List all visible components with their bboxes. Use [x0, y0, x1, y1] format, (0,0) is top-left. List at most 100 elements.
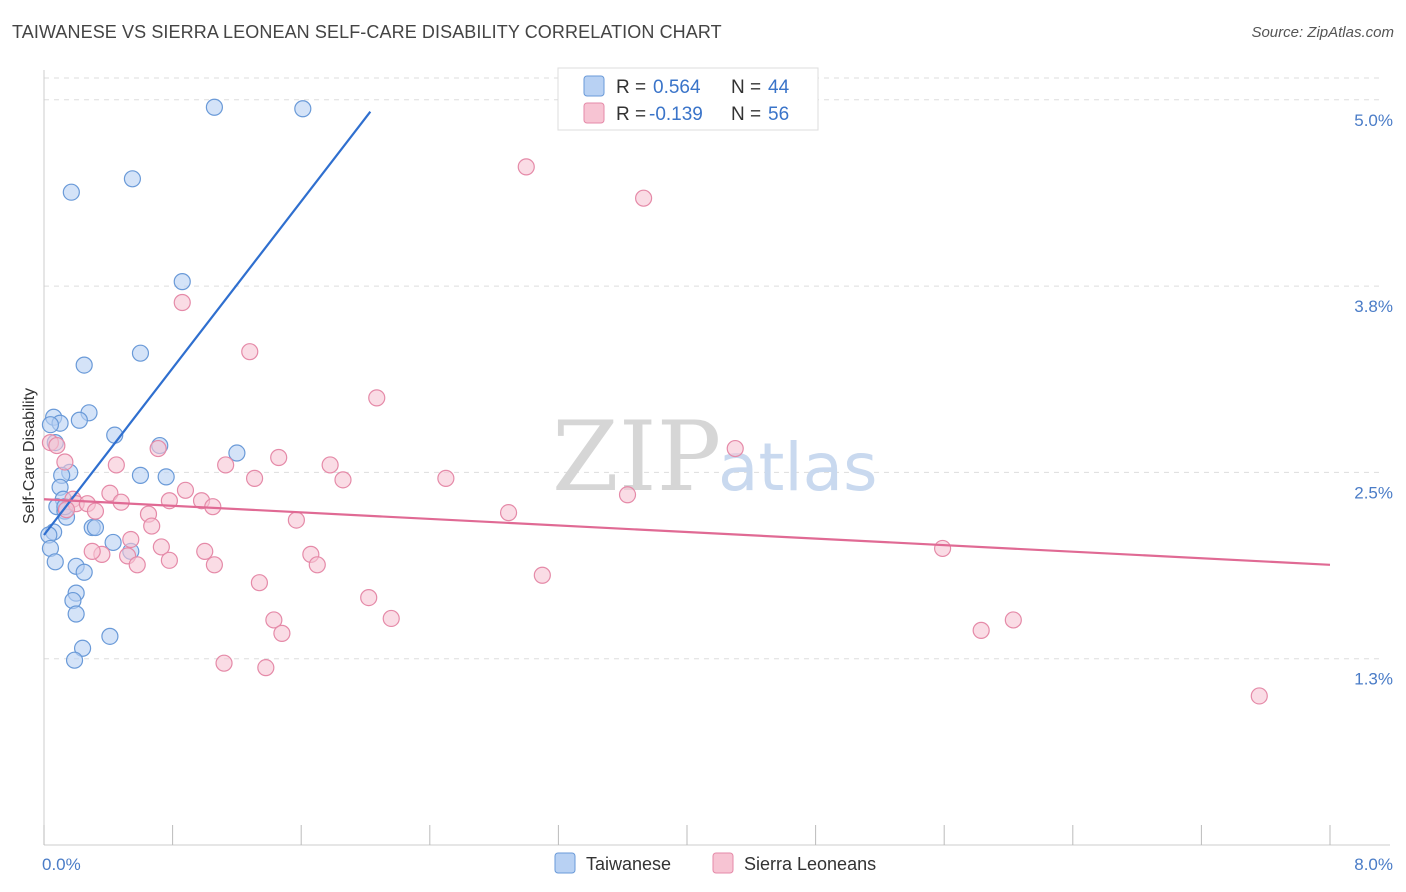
- point-sierra-leonean-32: [143, 517, 161, 535]
- point-taiwanese-18: [131, 466, 150, 484]
- point-sierra-leonean-31: [287, 511, 305, 529]
- point-sierra-leonean-51: [972, 621, 990, 639]
- trend-lines: [43, 111, 1331, 566]
- point-taiwanese-39: [73, 639, 92, 657]
- point-sierra-leonean-6: [48, 436, 66, 455]
- point-sierra-leonean-49: [1004, 611, 1022, 629]
- legend-swatch-taiwanese: [583, 75, 605, 97]
- point-sierra-leonean-2: [173, 293, 191, 312]
- point-taiwanese-38: [101, 627, 119, 645]
- point-sierra-leonean-27: [57, 501, 76, 519]
- tick-labels: 1.3% 2.5% 3.8% 5.0% 0.0% 8.0%: [42, 111, 1393, 874]
- point-sierra-leonean-3: [241, 343, 259, 361]
- point-sierra-leonean-33: [122, 530, 140, 549]
- legend-n-label-1: N =: [731, 77, 761, 98]
- point-sierra-leonean-9: [270, 448, 288, 467]
- point-taiwanese-4: [173, 273, 191, 291]
- point-sierra-leonean-53: [257, 659, 275, 677]
- point-sierra-leonean-50: [273, 624, 291, 642]
- series-legend-swatch-sierra-leoneans: [712, 852, 734, 874]
- point-sierra-leonean-46: [360, 588, 378, 607]
- point-sierra-leonean-42: [128, 556, 146, 574]
- data-points: [40, 98, 1268, 705]
- point-sierra-leonean-55: [83, 542, 101, 560]
- point-taiwanese-37: [67, 605, 85, 623]
- point-sierra-leonean-54: [1250, 687, 1268, 705]
- point-sierra-leonean-10: [56, 453, 74, 471]
- y-axis-label: Self-Care Disability: [21, 388, 38, 524]
- y-tick-label-2: 3.8%: [1354, 297, 1393, 316]
- point-sierra-leonean-19: [618, 486, 637, 504]
- point-taiwanese-40: [65, 651, 84, 669]
- point-taiwanese-9: [70, 411, 88, 429]
- point-sierra-leonean-28: [86, 502, 105, 520]
- point-sierra-leonean-12: [217, 456, 235, 474]
- legend-n-value-2: 56: [768, 104, 789, 125]
- point-sierra-leonean-34: [152, 538, 170, 556]
- point-taiwanese-0: [205, 98, 223, 116]
- point-sierra-leonean-8: [726, 439, 744, 458]
- watermark: ZIP atlas: [552, 401, 878, 513]
- x-tick-label-1: 8.0%: [1354, 855, 1393, 874]
- legend-r-value-2: -0.139: [649, 104, 703, 125]
- point-taiwanese-3: [62, 183, 80, 201]
- point-sierra-leonean-40: [160, 551, 178, 569]
- series-legend-swatch-taiwanese: [554, 852, 576, 874]
- point-sierra-leonean-7: [149, 439, 167, 458]
- chart-source: Source: ZipAtlas.com: [1251, 24, 1394, 41]
- point-taiwanese-5: [131, 344, 150, 362]
- y-tick-label-1: 2.5%: [1354, 483, 1393, 502]
- point-taiwanese-32: [46, 553, 64, 571]
- grid-lines: [44, 77, 1380, 660]
- point-sierra-leonean-48: [265, 611, 283, 629]
- axes: [43, 70, 1390, 846]
- point-sierra-leonean-36: [933, 539, 952, 558]
- point-sierra-leonean-52: [215, 654, 233, 672]
- legend-n-label-2: N =: [731, 104, 761, 125]
- point-sierra-leonean-15: [334, 471, 352, 489]
- point-sierra-leonean-4: [368, 389, 386, 407]
- point-sierra-leonean-35: [196, 542, 214, 560]
- point-taiwanese-29: [104, 533, 122, 552]
- series-legend-taiwanese: Taiwanese: [586, 854, 671, 874]
- point-taiwanese-2: [123, 170, 142, 188]
- point-taiwanese-15: [228, 444, 246, 462]
- trend-line-taiwanese: [43, 111, 372, 536]
- legend-r-label-2: R =: [616, 104, 646, 125]
- legend-n-value-1: 44: [768, 77, 790, 98]
- trend-line-sierra-leoneans: [43, 498, 1331, 566]
- legend-r-value-1: 0.564: [653, 77, 701, 98]
- point-sierra-leonean-18: [101, 484, 119, 502]
- point-sierra-leonean-17: [176, 481, 195, 499]
- point-sierra-leonean-30: [499, 504, 518, 522]
- chart-title: TAIWANESE VS SIERRA LEONEAN SELF-CARE DI…: [12, 22, 722, 42]
- point-taiwanese-26: [86, 518, 105, 537]
- point-sierra-leonean-14: [245, 469, 264, 487]
- point-taiwanese-19: [157, 468, 175, 486]
- point-taiwanese-6: [75, 356, 93, 374]
- point-sierra-leonean-43: [308, 556, 326, 574]
- series-legend-sierra-leoneans: Sierra Leoneans: [744, 854, 876, 874]
- legend-swatch-sierra-leoneans: [583, 102, 605, 124]
- point-sierra-leonean-1: [634, 189, 653, 207]
- correlation-legend: R = 0.564 N = 44 R = -0.139 N = 56: [557, 67, 819, 131]
- series-legend: Taiwanese Sierra Leoneans: [554, 852, 876, 874]
- point-taiwanese-34: [75, 563, 93, 581]
- legend-r-label-1: R =: [616, 77, 646, 98]
- point-sierra-leonean-47: [382, 609, 400, 628]
- point-sierra-leonean-13: [321, 456, 339, 474]
- watermark-zip: ZIP: [552, 401, 721, 513]
- point-sierra-leonean-41: [205, 556, 223, 574]
- point-taiwanese-11: [41, 416, 60, 434]
- x-tick-label-0: 0.0%: [42, 855, 81, 874]
- point-sierra-leonean-45: [250, 574, 269, 592]
- point-sierra-leonean-16: [437, 469, 455, 487]
- point-sierra-leonean-44: [533, 566, 551, 584]
- y-tick-label-3: 5.0%: [1354, 111, 1393, 130]
- point-sierra-leonean-11: [107, 456, 125, 474]
- point-sierra-leonean-0: [517, 158, 535, 176]
- y-tick-label-0: 1.3%: [1354, 670, 1393, 689]
- watermark-atlas: atlas: [718, 429, 878, 506]
- point-taiwanese-1: [294, 100, 312, 118]
